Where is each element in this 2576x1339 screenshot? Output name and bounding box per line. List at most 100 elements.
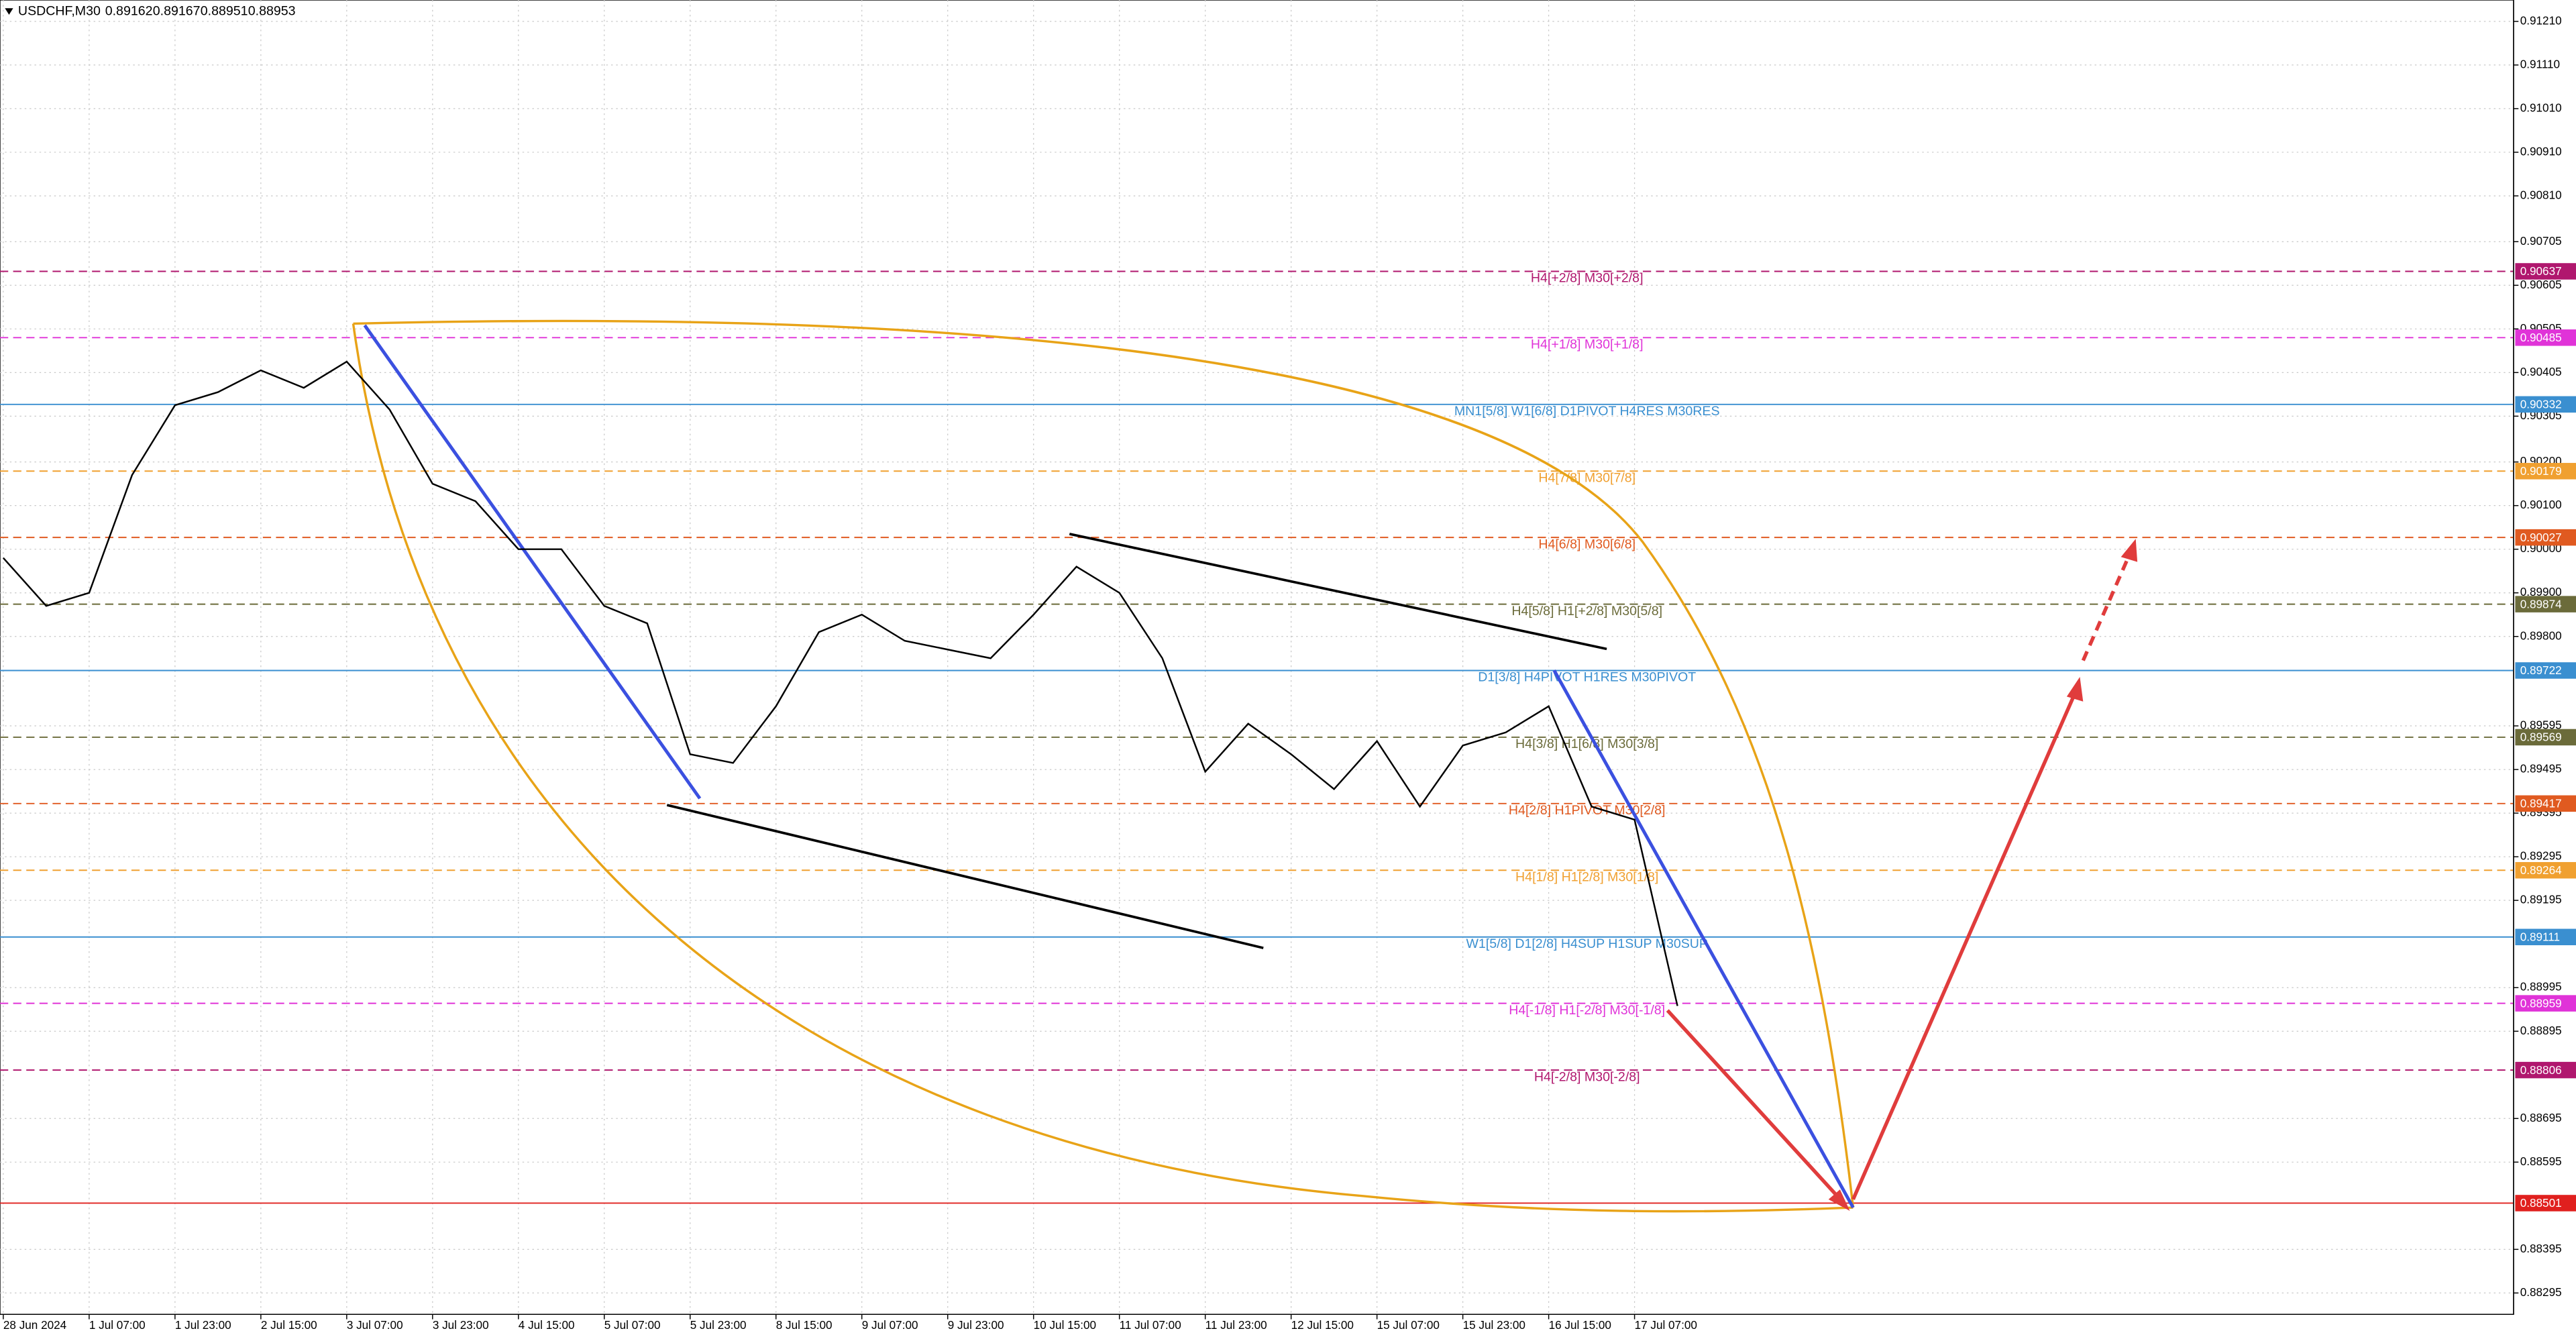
y-tick-label: 0.88995 xyxy=(2520,980,2562,994)
ohlc-value: 0.89162 xyxy=(105,3,153,18)
trend-line xyxy=(363,324,702,800)
symbol: USDCHF,M30 xyxy=(18,3,101,18)
y-tick-label: 0.88895 xyxy=(2520,1024,2562,1037)
price-box xyxy=(2515,1061,2576,1079)
ohlc-value: 0.88951 xyxy=(201,3,248,18)
x-tick-label: 10 Jul 15:00 xyxy=(1034,1318,1096,1332)
level-label: H4[3/8] H1[6/8] M30[3/8] xyxy=(1515,737,1658,751)
ohlc: 0.89162 0.89167 0.88951 0.88953 xyxy=(105,3,296,18)
arrow-head xyxy=(2121,539,2138,562)
x-tick-label: 1 Jul 23:00 xyxy=(175,1318,231,1332)
price-box xyxy=(2515,463,2576,480)
x-tick-label: 11 Jul 23:00 xyxy=(1205,1318,1267,1332)
channel-line xyxy=(1069,533,1607,651)
price-box xyxy=(2515,263,2576,280)
arc-lower xyxy=(352,323,1854,1213)
drawings xyxy=(352,319,2138,1213)
channel-line xyxy=(666,804,1264,949)
level-label: H4[1/8] H1[2/8] M30[1/8] xyxy=(1515,869,1658,884)
y-tick-label: 0.89900 xyxy=(2520,585,2562,598)
y-tick-label: 0.89195 xyxy=(2520,893,2562,906)
price-label: 0.89722 xyxy=(2520,663,2562,677)
y-tick-label: 0.90705 xyxy=(2520,234,2562,248)
level-label: H4[+1/8] M30[+1/8] xyxy=(1531,337,1644,352)
x-tick-label: 4 Jul 15:00 xyxy=(519,1318,575,1332)
x-tick-label: 28 Jun 2024 xyxy=(3,1318,67,1332)
y-tick-label: 0.89495 xyxy=(2520,762,2562,775)
x-tick-label: 8 Jul 15:00 xyxy=(776,1318,833,1332)
x-tick-label: 3 Jul 07:00 xyxy=(347,1318,403,1332)
price-box xyxy=(2515,928,2576,946)
level-label: H4[-1/8] H1[-2/8] M30[-1/8] xyxy=(1509,1003,1665,1018)
level-label: H4[2/8] H1PIVOT M30[2/8] xyxy=(1509,803,1666,818)
price-label: 0.89874 xyxy=(2520,597,2562,610)
price-box xyxy=(2515,329,2576,346)
price-label: 0.90637 xyxy=(2520,264,2562,278)
price-label: 0.89264 xyxy=(2520,863,2562,877)
y-tick-label: 0.90605 xyxy=(2520,278,2562,291)
x-tick-label: 16 Jul 15:00 xyxy=(1549,1318,1611,1332)
x-tick-label: 15 Jul 23:00 xyxy=(1463,1318,1525,1332)
price-label: 0.89417 xyxy=(2520,797,2562,810)
level-label: H4[-2/8] M30[-2/8] xyxy=(1534,1069,1640,1084)
arrow xyxy=(1666,1009,1845,1204)
menu-icon[interactable] xyxy=(5,8,13,15)
y-tick-label: 0.91210 xyxy=(2520,13,2562,27)
y-tick-label: 0.90910 xyxy=(2520,144,2562,158)
level-label: H4[5/8] H1[+2/8] M30[5/8] xyxy=(1511,604,1662,619)
price-box xyxy=(2515,529,2576,546)
price-box xyxy=(2515,396,2576,413)
price-box xyxy=(2515,596,2576,612)
level-label: W1[5/8] D1[2/8] H4SUP H1SUP M30SUP xyxy=(1466,936,1708,951)
price-line xyxy=(2,360,1678,1006)
price-box xyxy=(2515,729,2576,746)
price-label: 0.90179 xyxy=(2520,464,2562,478)
level-label: H4[+2/8] M30[+2/8] xyxy=(1531,271,1644,286)
level-label: H4[6/8] M30[6/8] xyxy=(1538,537,1635,551)
x-tick-label: 1 Jul 07:00 xyxy=(89,1318,146,1332)
price-label: 0.90485 xyxy=(2520,331,2562,344)
level-label: H4[7/8] M30[7/8] xyxy=(1538,470,1635,485)
y-tick-label: 0.90100 xyxy=(2520,498,2562,511)
y-tick-label: 0.89295 xyxy=(2520,849,2562,863)
ohlc-value: 0.89167 xyxy=(153,3,201,18)
y-tick-label: 0.90810 xyxy=(2520,189,2562,202)
price-label: 0.88959 xyxy=(2520,996,2562,1010)
price-box xyxy=(2515,795,2576,812)
price-label: 0.88806 xyxy=(2520,1063,2562,1077)
price-label: 0.89569 xyxy=(2520,731,2562,744)
arrow xyxy=(1851,692,2077,1200)
y-tick-label: 0.88695 xyxy=(2520,1111,2562,1124)
x-tick-label: 15 Jul 07:00 xyxy=(1377,1318,1440,1332)
levels: H4[+2/8] M30[+2/8] H4[+1/8] M30[+1/8] MN1[… xyxy=(0,270,2514,1204)
y-tick-label: 0.88395 xyxy=(2520,1242,2562,1255)
price-box xyxy=(2515,662,2576,679)
y-tick-label: 0.89800 xyxy=(2520,629,2562,642)
price-label: 0.90332 xyxy=(2520,398,2562,411)
y-tick-label: 0.88595 xyxy=(2520,1155,2562,1168)
y-tick-label: 0.91110 xyxy=(2520,57,2560,70)
ohlc-value: 0.88953 xyxy=(248,3,296,18)
x-tick-label: 11 Jul 07:00 xyxy=(1120,1318,1181,1332)
price-label: 0.90027 xyxy=(2520,531,2562,544)
price-box xyxy=(2515,1195,2576,1212)
y-tick-label: 0.91010 xyxy=(2520,101,2562,114)
series xyxy=(2,360,1678,1006)
x-tick-label: 5 Jul 07:00 xyxy=(604,1318,661,1332)
arrow-head xyxy=(1828,1189,1850,1211)
price-box xyxy=(2515,995,2576,1012)
plot-frame xyxy=(0,0,2514,1315)
x-tick-label: 17 Jul 07:00 xyxy=(1635,1318,1697,1332)
y-tick-label: 0.89595 xyxy=(2520,718,2562,732)
x-tick-label: 9 Jul 23:00 xyxy=(948,1318,1004,1332)
level-label: D1[3/8] H4PIVOT H1RES M30PIVOT xyxy=(1478,670,1696,685)
x-tick-label: 2 Jul 15:00 xyxy=(261,1318,317,1332)
grid xyxy=(0,0,2514,1315)
x-tick-label: 9 Jul 07:00 xyxy=(862,1318,918,1332)
arrow-head xyxy=(2066,677,2084,702)
y-tick-label: 0.88295 xyxy=(2520,1285,2562,1299)
trend-line xyxy=(1552,670,1855,1209)
